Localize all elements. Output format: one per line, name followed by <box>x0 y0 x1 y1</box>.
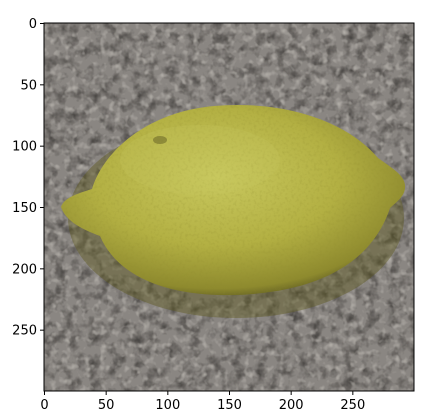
x-tick-label: 250 <box>340 398 365 413</box>
lemon-blemish <box>153 136 167 144</box>
photo <box>44 23 414 391</box>
x-tick-label: 0 <box>40 398 48 413</box>
y-axis: 0 50 100 150 200 250 <box>12 17 44 339</box>
x-axis: 0 50 100 150 200 250 <box>40 391 365 413</box>
y-tick-label: 50 <box>20 78 37 93</box>
y-tick-label: 200 <box>12 262 37 277</box>
y-tick-label: 0 <box>29 17 37 32</box>
lemon-highlight <box>120 125 280 195</box>
y-tick-label: 150 <box>12 201 37 216</box>
lemon-peel-texture <box>61 104 406 296</box>
x-tick-label: 200 <box>279 398 304 413</box>
x-tick-label: 50 <box>98 398 115 413</box>
y-tick-label: 250 <box>12 324 37 339</box>
x-tick-label: 150 <box>217 398 242 413</box>
x-tick-label: 100 <box>155 398 180 413</box>
y-tick-label: 100 <box>12 140 37 155</box>
